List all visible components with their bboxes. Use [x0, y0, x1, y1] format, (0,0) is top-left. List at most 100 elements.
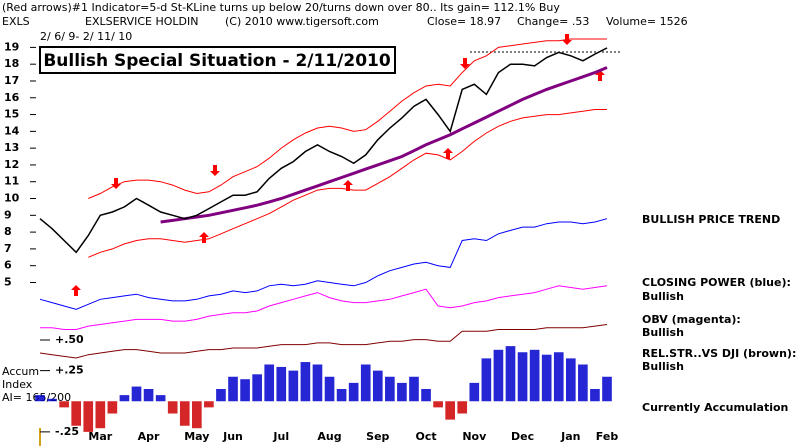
- y-tick-label: 18: [4, 57, 19, 70]
- title-box: [39, 46, 396, 74]
- x-tick-label: Mar: [88, 430, 112, 443]
- x-tick-label: Feb: [596, 430, 619, 443]
- bar: [276, 366, 287, 402]
- bar: [493, 349, 504, 402]
- up-arrow: [71, 285, 81, 296]
- y-tick-label: 9: [4, 208, 12, 221]
- bar: [372, 370, 383, 402]
- side-label: Bullish: [642, 360, 684, 373]
- bar: [240, 379, 250, 402]
- bar: [192, 401, 202, 429]
- x-tick-label: Apr: [138, 430, 160, 443]
- chart-title: Bullish Special Situation - 2/11/2010: [43, 51, 391, 71]
- bar: [348, 382, 359, 402]
- y-tick-label: 16: [4, 91, 20, 104]
- bar: [288, 370, 299, 402]
- company: EXLSERVICE HOLDIN: [85, 15, 199, 28]
- y-tick-label: 11: [4, 175, 19, 188]
- accum-label: Accum: [2, 365, 39, 378]
- up-arrow: [343, 180, 353, 191]
- bar: [155, 395, 166, 402]
- bar: [565, 358, 576, 402]
- x-tick-label: Jun: [222, 430, 243, 443]
- bar: [179, 401, 190, 426]
- series-line: [88, 38, 607, 199]
- bar: [541, 354, 552, 402]
- bar: [481, 358, 492, 402]
- side-label: REL.STR..VS DJI (brown):: [642, 347, 796, 360]
- bar: [517, 352, 528, 402]
- bar: [35, 395, 45, 402]
- bar: [397, 382, 407, 402]
- accum-label: Index: [2, 378, 33, 391]
- bar: [324, 376, 335, 402]
- y-tick-label: 15: [4, 108, 19, 121]
- y-tick-label: 10: [4, 192, 20, 205]
- bar: [336, 389, 347, 402]
- bar: [553, 352, 564, 402]
- header-line: (Red arrows)#1 Indicator=5-d St-KLine tu…: [2, 1, 560, 14]
- date-range: 2/ 6/ 9- 2/ 11/ 10: [40, 30, 132, 43]
- copyright: (C) 2010 www.tigersoft.com: [225, 15, 379, 28]
- series-line: [160, 66, 608, 224]
- y-tick-label: 14: [4, 124, 20, 137]
- bar: [167, 401, 178, 414]
- bar: [264, 364, 275, 402]
- down-arrow: [460, 58, 470, 69]
- y-tick-label: 17: [4, 74, 19, 87]
- bar: [252, 374, 262, 402]
- x-tick-label: May: [184, 430, 209, 443]
- bar: [300, 362, 311, 402]
- bar: [445, 401, 455, 420]
- bar: [602, 376, 612, 402]
- x-tick-label: Oct: [415, 430, 436, 443]
- bar: [95, 401, 106, 429]
- bar: [421, 389, 431, 402]
- bar: [505, 346, 516, 402]
- x-tick-label: Jul: [272, 430, 289, 443]
- side-label: OBV (magenta):: [642, 313, 741, 326]
- bar: [143, 389, 154, 402]
- y-tick-label: -.25: [55, 425, 79, 438]
- side-label: Currently Accumulation: [642, 401, 788, 414]
- change: Change= .53: [517, 15, 589, 28]
- bar: [433, 401, 443, 408]
- bar: [469, 382, 480, 402]
- y-tick-label: 13: [4, 141, 19, 154]
- bar: [578, 364, 588, 402]
- x-tick-label: Dec: [511, 430, 534, 443]
- up-arrow: [443, 148, 453, 159]
- symbol: EXLS: [2, 15, 30, 28]
- y-tick-label: 6: [4, 259, 12, 272]
- bar: [71, 401, 82, 426]
- series-line: [88, 109, 607, 258]
- bar: [228, 376, 238, 402]
- bar: [457, 401, 468, 414]
- series-line: [40, 285, 608, 330]
- bar: [119, 395, 130, 402]
- y-tick-label: +.50: [55, 333, 84, 346]
- volume: Volume= 1526: [606, 15, 688, 28]
- bar: [529, 349, 540, 402]
- bar: [83, 401, 94, 432]
- side-label: CLOSING POWER (blue):: [642, 276, 791, 289]
- y-tick-label: 12: [4, 158, 19, 171]
- series-line: [39, 218, 608, 310]
- bar: [59, 401, 69, 408]
- x-tick-label: Sep: [366, 430, 389, 443]
- y-tick-label: 5: [4, 275, 12, 288]
- bar: [360, 364, 371, 402]
- series-line: [39, 47, 608, 254]
- up-arrow: [199, 232, 209, 243]
- bar: [131, 386, 142, 402]
- x-tick-label: Nov: [462, 430, 487, 443]
- side-label: Bullish: [642, 290, 684, 303]
- y-tick-label: +.25: [55, 364, 84, 377]
- bar: [312, 364, 323, 402]
- bar: [590, 389, 600, 402]
- bar: [204, 401, 214, 408]
- y-tick-label: 19: [4, 40, 19, 53]
- bar: [47, 398, 57, 402]
- down-arrow: [210, 165, 220, 176]
